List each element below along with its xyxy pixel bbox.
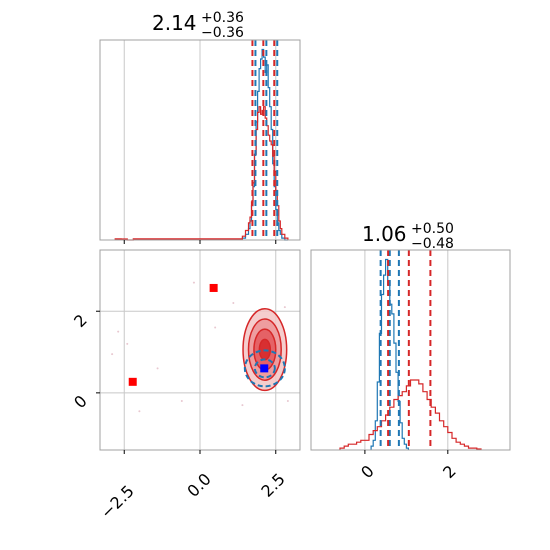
right-hist-frame: [310, 249, 511, 451]
scatter-point-7: [214, 326, 217, 329]
scatter-point-10: [283, 306, 286, 309]
blue-contour-level-1: [243, 349, 286, 388]
blue-contour-level-0: [253, 358, 276, 379]
right-hist-series-1: [339, 379, 482, 450]
title-param-2-median: 1.06: [362, 222, 407, 246]
scatter-point-3: [138, 410, 141, 413]
scatter-point-0: [111, 353, 114, 356]
title-param-1-median: 2.14: [152, 11, 197, 35]
contour-panel: [96, 249, 301, 454]
histogram-panel-param-1: [99, 39, 301, 244]
marker-square-1: [209, 283, 218, 292]
marker-square-0: [128, 377, 137, 386]
scatter-point-6: [192, 281, 195, 284]
histogram-panel-param-2: [310, 249, 511, 454]
title-param-1-lower: −0.36: [201, 25, 244, 41]
scatter-point-8: [232, 302, 235, 305]
scatter-point-4: [156, 367, 159, 370]
scatter-point-5: [180, 400, 183, 403]
title-param-2-lower: −0.48: [411, 236, 454, 252]
title-param-1-upper: +0.36: [201, 10, 244, 26]
marker-square-2: [260, 364, 269, 373]
scatter-point-1: [117, 330, 120, 333]
title-param-2-upper: +0.50: [411, 221, 454, 237]
title-param-1: 2.14: [152, 11, 197, 35]
scatter-point-2: [126, 342, 129, 345]
scatter-point-11: [286, 400, 289, 403]
scatter-point-9: [241, 404, 244, 407]
